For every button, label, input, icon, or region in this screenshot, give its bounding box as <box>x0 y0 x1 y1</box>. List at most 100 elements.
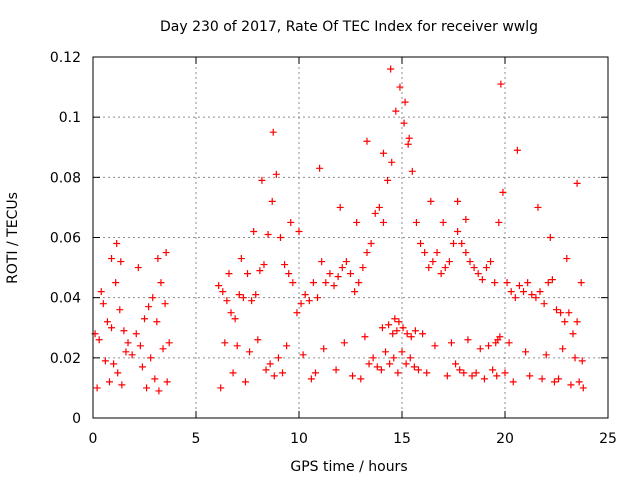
data-point <box>217 384 225 392</box>
data-point <box>112 279 120 287</box>
data-point <box>441 264 449 272</box>
data-point <box>108 255 116 263</box>
data-point <box>385 321 393 329</box>
data-point <box>353 218 361 226</box>
data-point <box>462 249 470 257</box>
data-point <box>532 294 540 302</box>
data-point <box>528 291 536 299</box>
data-point <box>550 378 558 386</box>
data-point <box>330 282 338 290</box>
data-point <box>227 309 235 317</box>
data-point <box>136 342 144 350</box>
data-point <box>474 270 482 278</box>
data-point <box>219 288 227 296</box>
data-point <box>423 369 431 377</box>
data-point <box>297 300 305 308</box>
data-point <box>387 65 395 73</box>
data-point <box>260 261 268 269</box>
data-point <box>561 318 569 326</box>
data-point <box>395 318 403 326</box>
data-point <box>462 215 470 223</box>
data-point <box>371 209 379 217</box>
data-point <box>476 345 484 353</box>
data-point <box>143 384 151 392</box>
data-point <box>363 249 371 257</box>
data-point <box>93 384 101 392</box>
data-point <box>406 354 414 362</box>
data-point <box>573 318 581 326</box>
data-point <box>542 351 550 359</box>
data-point <box>117 258 125 266</box>
y-tick-label: 0.08 <box>50 170 81 186</box>
data-point <box>546 234 554 241</box>
data-point <box>392 107 400 115</box>
data-point <box>501 369 509 377</box>
data-point <box>402 360 410 368</box>
data-point <box>269 128 277 136</box>
data-point <box>289 279 297 287</box>
data-point <box>118 381 126 389</box>
data-point <box>128 351 136 359</box>
data-point <box>110 360 118 368</box>
chart-title: Day 230 of 2017, Rate Of TEC Index for r… <box>160 19 538 35</box>
data-point <box>262 366 270 374</box>
data-point <box>361 333 369 341</box>
data-point <box>495 218 503 226</box>
data-point <box>511 294 519 302</box>
data-point <box>407 333 415 341</box>
data-point <box>95 336 103 344</box>
data-point <box>431 342 439 350</box>
data-point <box>276 234 284 241</box>
data-point <box>491 279 499 287</box>
data-point <box>454 227 462 235</box>
data-point <box>571 354 579 362</box>
data-point <box>151 375 159 383</box>
data-point <box>522 348 530 356</box>
data-point <box>388 158 396 166</box>
data-point <box>445 258 453 266</box>
data-point <box>318 258 326 266</box>
data-point <box>314 294 322 302</box>
data-point <box>456 366 464 374</box>
data-point <box>351 288 359 296</box>
data-point <box>569 330 577 338</box>
data-point <box>493 372 501 380</box>
data-point <box>355 279 363 287</box>
data-point <box>332 366 340 374</box>
data-point <box>145 303 153 311</box>
data-point <box>472 369 480 377</box>
data-point <box>270 372 278 380</box>
data-point <box>466 258 474 266</box>
grid-layer <box>93 57 608 418</box>
data-point <box>116 306 124 314</box>
x-axis-label: GPS time / hours <box>290 459 407 475</box>
data-point <box>403 330 411 338</box>
data-point <box>252 291 260 299</box>
data-point <box>120 327 128 335</box>
data-point <box>452 360 460 368</box>
y-tick-label: 0.1 <box>59 110 81 126</box>
y-tick-label: 0.12 <box>50 50 81 66</box>
data-point <box>536 288 544 296</box>
data-point <box>342 258 350 266</box>
data-point <box>563 255 571 263</box>
data-point <box>274 354 282 362</box>
data-point <box>229 369 237 377</box>
data-point <box>248 297 256 305</box>
data-point <box>390 354 398 362</box>
data-point <box>105 378 113 386</box>
data-point <box>157 279 165 287</box>
data-point <box>338 264 346 272</box>
data-point <box>281 261 289 269</box>
data-point <box>279 369 287 377</box>
data-point <box>411 327 419 335</box>
data-point <box>555 375 563 383</box>
data-point <box>316 164 324 172</box>
data-point <box>336 203 344 211</box>
data-point <box>507 288 515 296</box>
data-point <box>103 318 111 326</box>
data-point <box>223 297 231 305</box>
data-point <box>548 276 556 284</box>
x-tick-label: 20 <box>496 431 514 447</box>
